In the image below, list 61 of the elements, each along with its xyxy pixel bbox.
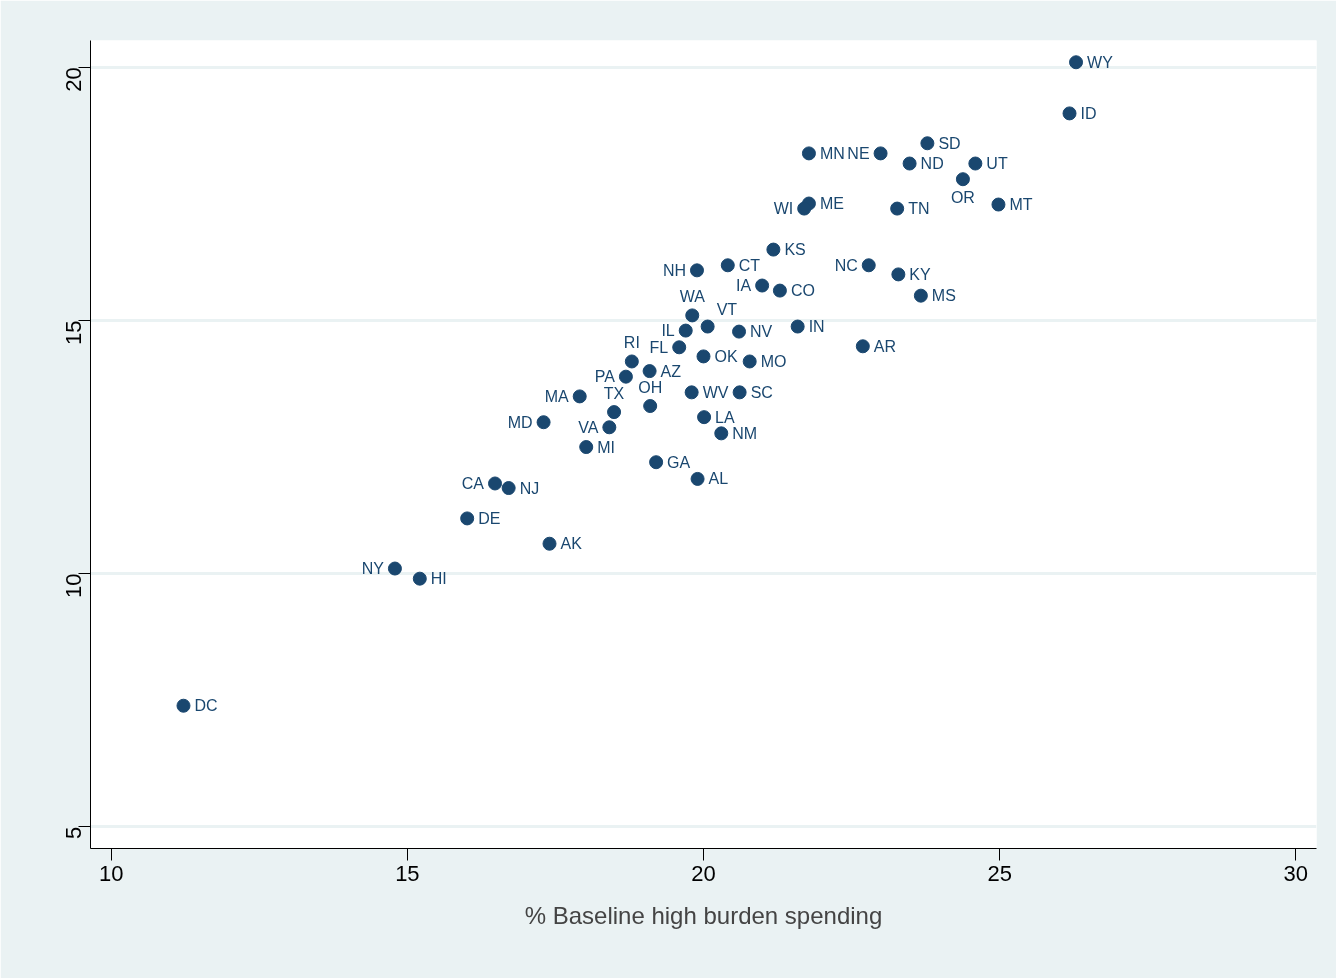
annotation: MI	[597, 438, 616, 456]
annotation: OR	[950, 189, 975, 207]
x-tick-label: 15	[395, 860, 420, 886]
annotation: PA	[594, 368, 616, 386]
annotation: IL	[661, 322, 675, 340]
annotation: WA	[679, 288, 706, 306]
annotation: CO	[790, 282, 815, 300]
x-tick-label: 30	[1283, 860, 1309, 886]
annotation: CT	[738, 256, 761, 274]
y-tick-label: 10	[61, 573, 86, 599]
annotation: WV	[702, 383, 729, 401]
annotation: ID	[1080, 104, 1097, 122]
annotation: AL	[708, 470, 729, 488]
annotation: MD	[507, 413, 533, 431]
annotation: DE	[478, 509, 501, 527]
annotation: KS	[784, 241, 806, 259]
annotation: AR	[873, 337, 897, 355]
annotation: SD	[938, 134, 961, 152]
annotation: NC	[834, 256, 858, 274]
annotation: NE	[847, 144, 870, 162]
annotation: MT	[1009, 196, 1033, 214]
y-tick-label: 15	[61, 320, 86, 345]
annotation: RI	[623, 334, 640, 352]
y-tick-label: 5	[61, 826, 86, 839]
annotation: SC	[750, 383, 773, 401]
annotation: OH	[638, 379, 663, 397]
annotation: AZ	[660, 362, 682, 380]
annotation: GA	[667, 453, 691, 471]
annotation: UT	[986, 155, 1008, 173]
annotation: VT	[716, 300, 738, 318]
annotation: MA	[544, 387, 570, 405]
annotation: AK	[560, 535, 583, 553]
x-tick-label: 10	[98, 860, 124, 886]
annotation: NH	[662, 261, 686, 279]
annotation: NV	[750, 323, 773, 341]
annotation: WY	[1087, 53, 1114, 71]
annotation: ME	[819, 195, 844, 213]
annotation: CA	[461, 474, 485, 492]
annotation: KY	[909, 265, 932, 283]
annotation: DC	[194, 697, 218, 715]
annotation: OK	[714, 347, 738, 365]
annotation: HI	[430, 570, 447, 588]
annotation: MS	[931, 287, 956, 305]
x-axis-title: % Baseline high burden spending	[524, 901, 883, 929]
annotation: TX	[603, 385, 625, 403]
annotation: IA	[736, 277, 752, 295]
annotation: NJ	[519, 479, 540, 497]
annotation: VA	[578, 418, 599, 436]
annotation: IN	[808, 318, 825, 336]
x-tick-label: 25	[987, 860, 1012, 886]
x-tick-label: 20	[691, 860, 716, 886]
annotation: WI	[773, 200, 794, 218]
annotation: FL	[649, 338, 669, 356]
annotation: MN	[819, 144, 845, 162]
annotation: TN	[908, 200, 930, 218]
annotation: ND	[920, 155, 944, 173]
y-tick-label: 20	[61, 67, 86, 92]
annotation: NM	[732, 424, 758, 442]
annotation: NY	[361, 560, 385, 578]
annotation: LA	[715, 408, 735, 426]
annotation: MO	[760, 352, 787, 370]
